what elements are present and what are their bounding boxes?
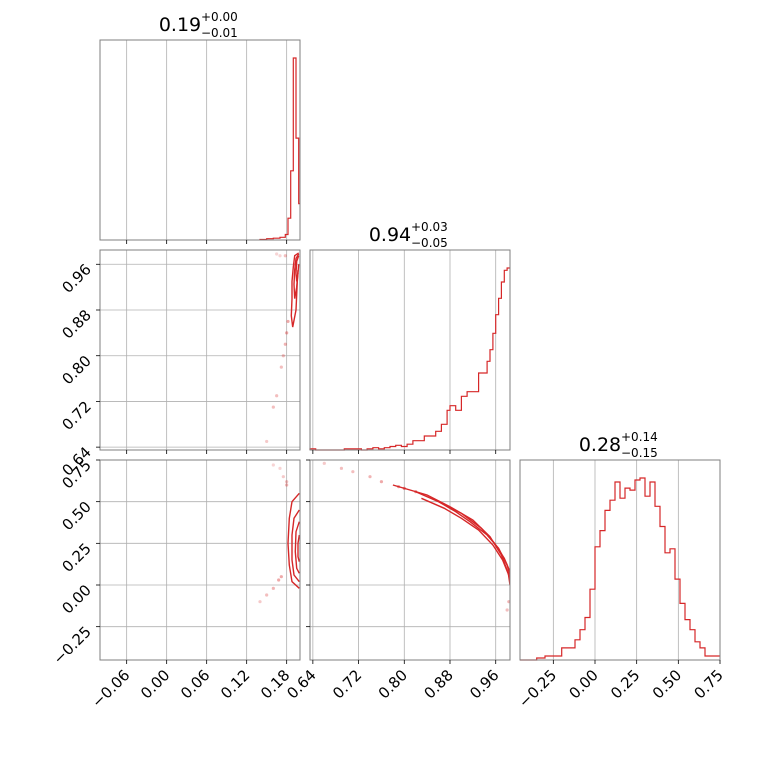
sample-point: [277, 578, 281, 582]
x-tick-label: 0.72: [329, 666, 365, 702]
sample-point: [285, 480, 289, 484]
contour-line-3: [294, 521, 300, 574]
sample-point: [368, 475, 372, 479]
y-tick-label: 0.96: [58, 260, 94, 296]
title-plus-3: +0.14: [621, 430, 658, 444]
marginal-panel-1: [99, 39, 301, 241]
sample-point: [285, 331, 289, 335]
x-tick-label: 0.75: [690, 666, 726, 702]
marginal-title-3: 0.28: [579, 434, 621, 456]
sample-point: [339, 466, 344, 470]
sample-point: [505, 608, 509, 612]
x-tick-label: −0.06: [88, 666, 133, 711]
x-tick-label: 0.80: [375, 666, 411, 702]
sample-point: [278, 254, 282, 258]
title-plus-2: +0.03: [411, 220, 448, 234]
contour-line-2: [421, 497, 510, 577]
title-plus-1: +0.00: [201, 10, 238, 24]
x-tick-label: 0.96: [466, 666, 502, 702]
sample-point: [351, 470, 355, 474]
x-tick-label: 0.06: [177, 666, 213, 702]
y-tick-label: 0.80: [58, 352, 94, 388]
sample-point: [507, 600, 510, 604]
sample-point: [265, 439, 269, 444]
sample-point: [271, 463, 275, 467]
sample-point: [281, 475, 285, 479]
pair-frame-1: [99, 249, 301, 451]
contour-line-3: [295, 255, 300, 282]
title-minus-1: −0.01: [201, 26, 238, 40]
sample-point: [379, 480, 384, 484]
pair-frame-2: [99, 459, 301, 661]
pair-panel-1: [265, 252, 300, 444]
sample-point: [286, 319, 290, 324]
sample-point: [265, 593, 269, 597]
marginal-title-2: 0.94: [369, 224, 411, 246]
marginal-title-1: 0.19: [159, 14, 201, 36]
y-tick-label: −0.25: [50, 623, 95, 668]
title-minus-3: −0.15: [621, 446, 658, 460]
sample-point: [279, 575, 283, 579]
contour-line-4: [415, 491, 510, 572]
sample-point: [281, 354, 285, 358]
x-tick-label: 0.12: [217, 666, 253, 702]
histogram-param-1: [259, 57, 300, 241]
y-tick-label: 0.50: [58, 498, 94, 534]
marginal-panel-3: [519, 459, 721, 661]
sample-point: [275, 252, 279, 256]
marginal-panel-2: [309, 249, 511, 451]
contour-line-4: [297, 534, 300, 562]
y-tick-label: 0.88: [58, 306, 94, 342]
sample-point: [271, 405, 275, 409]
sample-point: [279, 365, 283, 369]
sample-point: [283, 254, 287, 258]
contour-line-2: [291, 509, 300, 583]
sample-point: [278, 466, 282, 470]
sample-point: [258, 600, 262, 604]
histogram-param-2: [309, 267, 510, 451]
sample-point: [285, 483, 289, 487]
y-tick-label: 0.25: [58, 539, 94, 575]
x-tick-label: 0.00: [137, 666, 173, 702]
x-tick-label: 0.64: [283, 666, 319, 702]
y-tick-label: 0.72: [58, 398, 94, 434]
contour-line-1: [287, 492, 300, 589]
x-tick-label: 0.25: [607, 666, 643, 702]
x-tick-label: 0.00: [565, 666, 601, 702]
histogram-param-3: [520, 477, 720, 661]
sample-point: [322, 461, 326, 465]
x-tick-label: 0.50: [649, 666, 685, 702]
pair-panel-2: [258, 463, 300, 604]
contour-line-2: [293, 253, 300, 299]
pair-panel-3: [322, 461, 510, 612]
pair-frame-3: [309, 459, 511, 661]
contour-line-1: [392, 484, 510, 586]
contour-line-3: [438, 501, 510, 576]
sample-point: [275, 394, 279, 398]
x-tick-label: −0.25: [515, 666, 560, 711]
x-tick-label: 0.88: [420, 666, 456, 702]
contour-line-1: [290, 252, 300, 328]
y-tick-label: 0.00: [58, 581, 94, 617]
sample-point: [283, 342, 287, 346]
title-minus-2: −0.05: [411, 236, 448, 250]
sample-point: [271, 586, 275, 590]
